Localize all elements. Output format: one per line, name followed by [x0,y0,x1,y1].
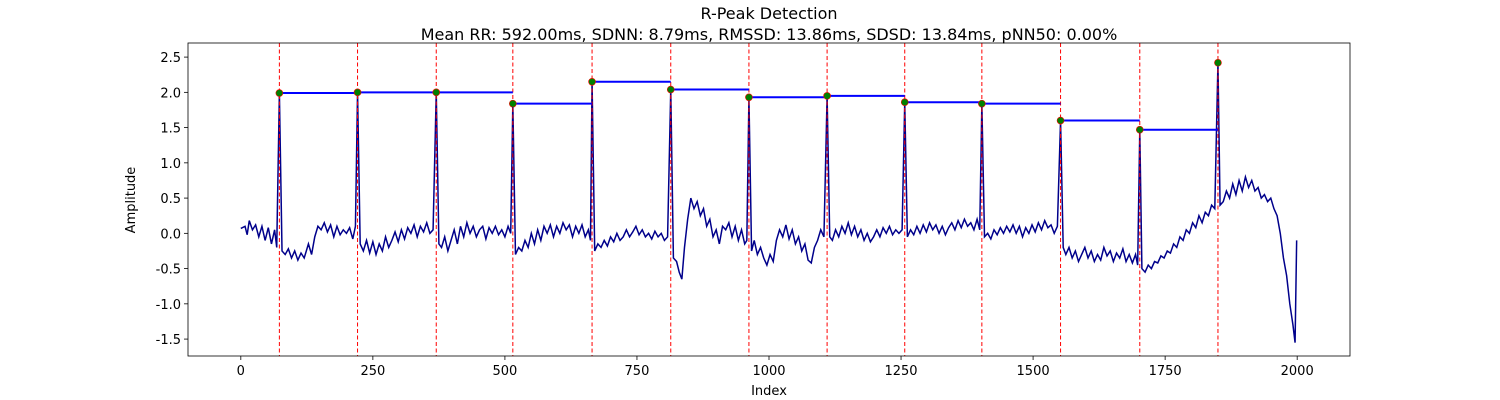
y-tick-label: -1.0 [156,298,181,313]
x-tick-label: 2000 [1281,364,1314,379]
x-axis-label: Index [751,384,787,399]
y-tick-label: -1.5 [156,333,181,348]
y-tick-label: 0.0 [160,227,181,242]
peak-marker [1056,116,1065,125]
signal-line [240,62,1298,343]
x-tick-label: 250 [360,364,385,379]
x-tick-label: 1000 [752,364,785,379]
peak-marker [509,99,517,108]
peak-marker [978,99,986,108]
x-tick-label: 750 [625,364,650,379]
peak-marker [823,92,831,100]
peak-marker [1214,58,1222,67]
chart-subtitle: Mean RR: 592.00ms, SDNN: 8.79ms, RMSSD: … [421,25,1118,44]
y-tick-label: 2.0 [160,86,181,101]
chart-title: R-Peak Detection [700,4,837,23]
peak-marker [353,88,362,97]
peak-marker [588,77,596,86]
y-tick-label: 0.5 [160,192,181,207]
y-tick-label: 1.0 [160,157,181,172]
y-tick-label: 2.5 [160,51,181,66]
peak-marker [432,88,441,97]
plot-frame [187,42,1351,357]
x-tick-label: 1750 [1149,364,1182,379]
peak-marker [275,89,284,97]
peak-marker [1135,125,1144,134]
y-axis-label: Amplitude [124,167,139,234]
y-tick-label: -0.5 [156,263,181,278]
peak-marker [900,98,909,107]
x-tick-label: 1500 [1017,364,1050,379]
y-tick-label: 1.5 [160,122,181,137]
peak-marker [745,93,753,102]
x-tick-label: 0 [237,364,245,379]
peak-marker [666,85,675,94]
x-tick-label: 1250 [884,364,917,379]
x-tick-label: 500 [492,364,517,379]
